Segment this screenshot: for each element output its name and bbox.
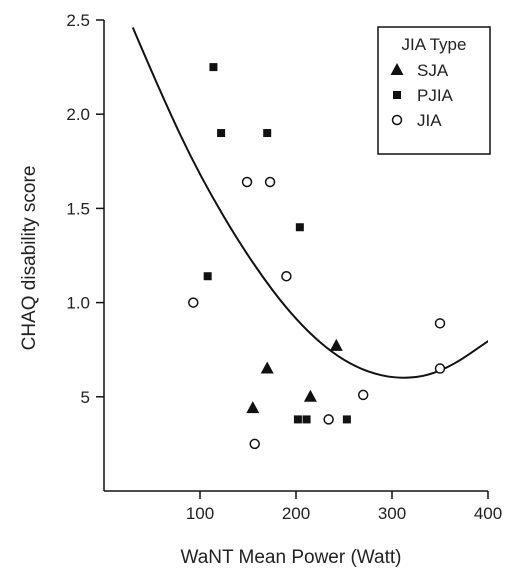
legend-marker-pjia — [393, 91, 401, 99]
fit-curve-layer — [131, 27, 488, 379]
y-axis-title: CHAQ disability score — [19, 166, 40, 351]
data-points-layer — [188, 63, 446, 450]
legend: JIA Type SJA PJIA JIA — [377, 26, 491, 155]
point-jia — [434, 318, 446, 329]
point-pjia — [263, 129, 272, 138]
y-tick-label: 1.0 — [66, 294, 90, 313]
point-pjia — [342, 415, 351, 424]
point-sja — [303, 389, 317, 402]
y-tick-label: 2.0 — [66, 105, 90, 124]
legend-marker-jia — [391, 114, 403, 126]
point-jia — [357, 389, 369, 401]
point-sja — [246, 401, 260, 414]
x-tick-label: 400 — [474, 504, 502, 523]
y-tick-label: 1.5 — [66, 199, 90, 218]
y-tick-label: 5 — [81, 388, 90, 407]
point-sja — [260, 361, 274, 374]
point-jia — [281, 270, 292, 282]
legend-label-sja: SJA — [417, 61, 449, 80]
legend-entries: SJA PJIA JIA — [390, 61, 454, 130]
x-tick-label: 200 — [282, 504, 310, 523]
x-tick-label: 300 — [378, 504, 406, 523]
point-pjia — [203, 272, 212, 281]
point-jia — [434, 363, 446, 374]
axes: 100 200 300 400 5 1.0 1.5 2.0 2.5 — [66, 11, 502, 523]
point-pjia — [295, 223, 304, 232]
x-axis-title: WaNT Mean Power (Watt) — [180, 547, 401, 568]
legend-marker-sja — [390, 63, 404, 75]
legend-title: JIA Type — [402, 35, 467, 54]
point-jia — [188, 297, 199, 308]
y-tick-label: 2.5 — [66, 11, 90, 30]
legend-label-pjia: PJIA — [417, 86, 454, 105]
point-sja — [329, 338, 343, 351]
fit-curve — [131, 27, 488, 379]
point-pjia — [209, 63, 218, 72]
legend-box — [377, 26, 491, 155]
point-pjia — [293, 415, 302, 424]
legend-label-jia: JIA — [417, 111, 442, 130]
point-jia — [323, 414, 334, 425]
point-pjia — [302, 415, 311, 424]
x-tick-label: 100 — [186, 504, 214, 523]
point-jia — [264, 176, 276, 188]
point-jia — [249, 438, 260, 450]
point-pjia — [217, 129, 226, 138]
point-jia — [241, 176, 253, 188]
